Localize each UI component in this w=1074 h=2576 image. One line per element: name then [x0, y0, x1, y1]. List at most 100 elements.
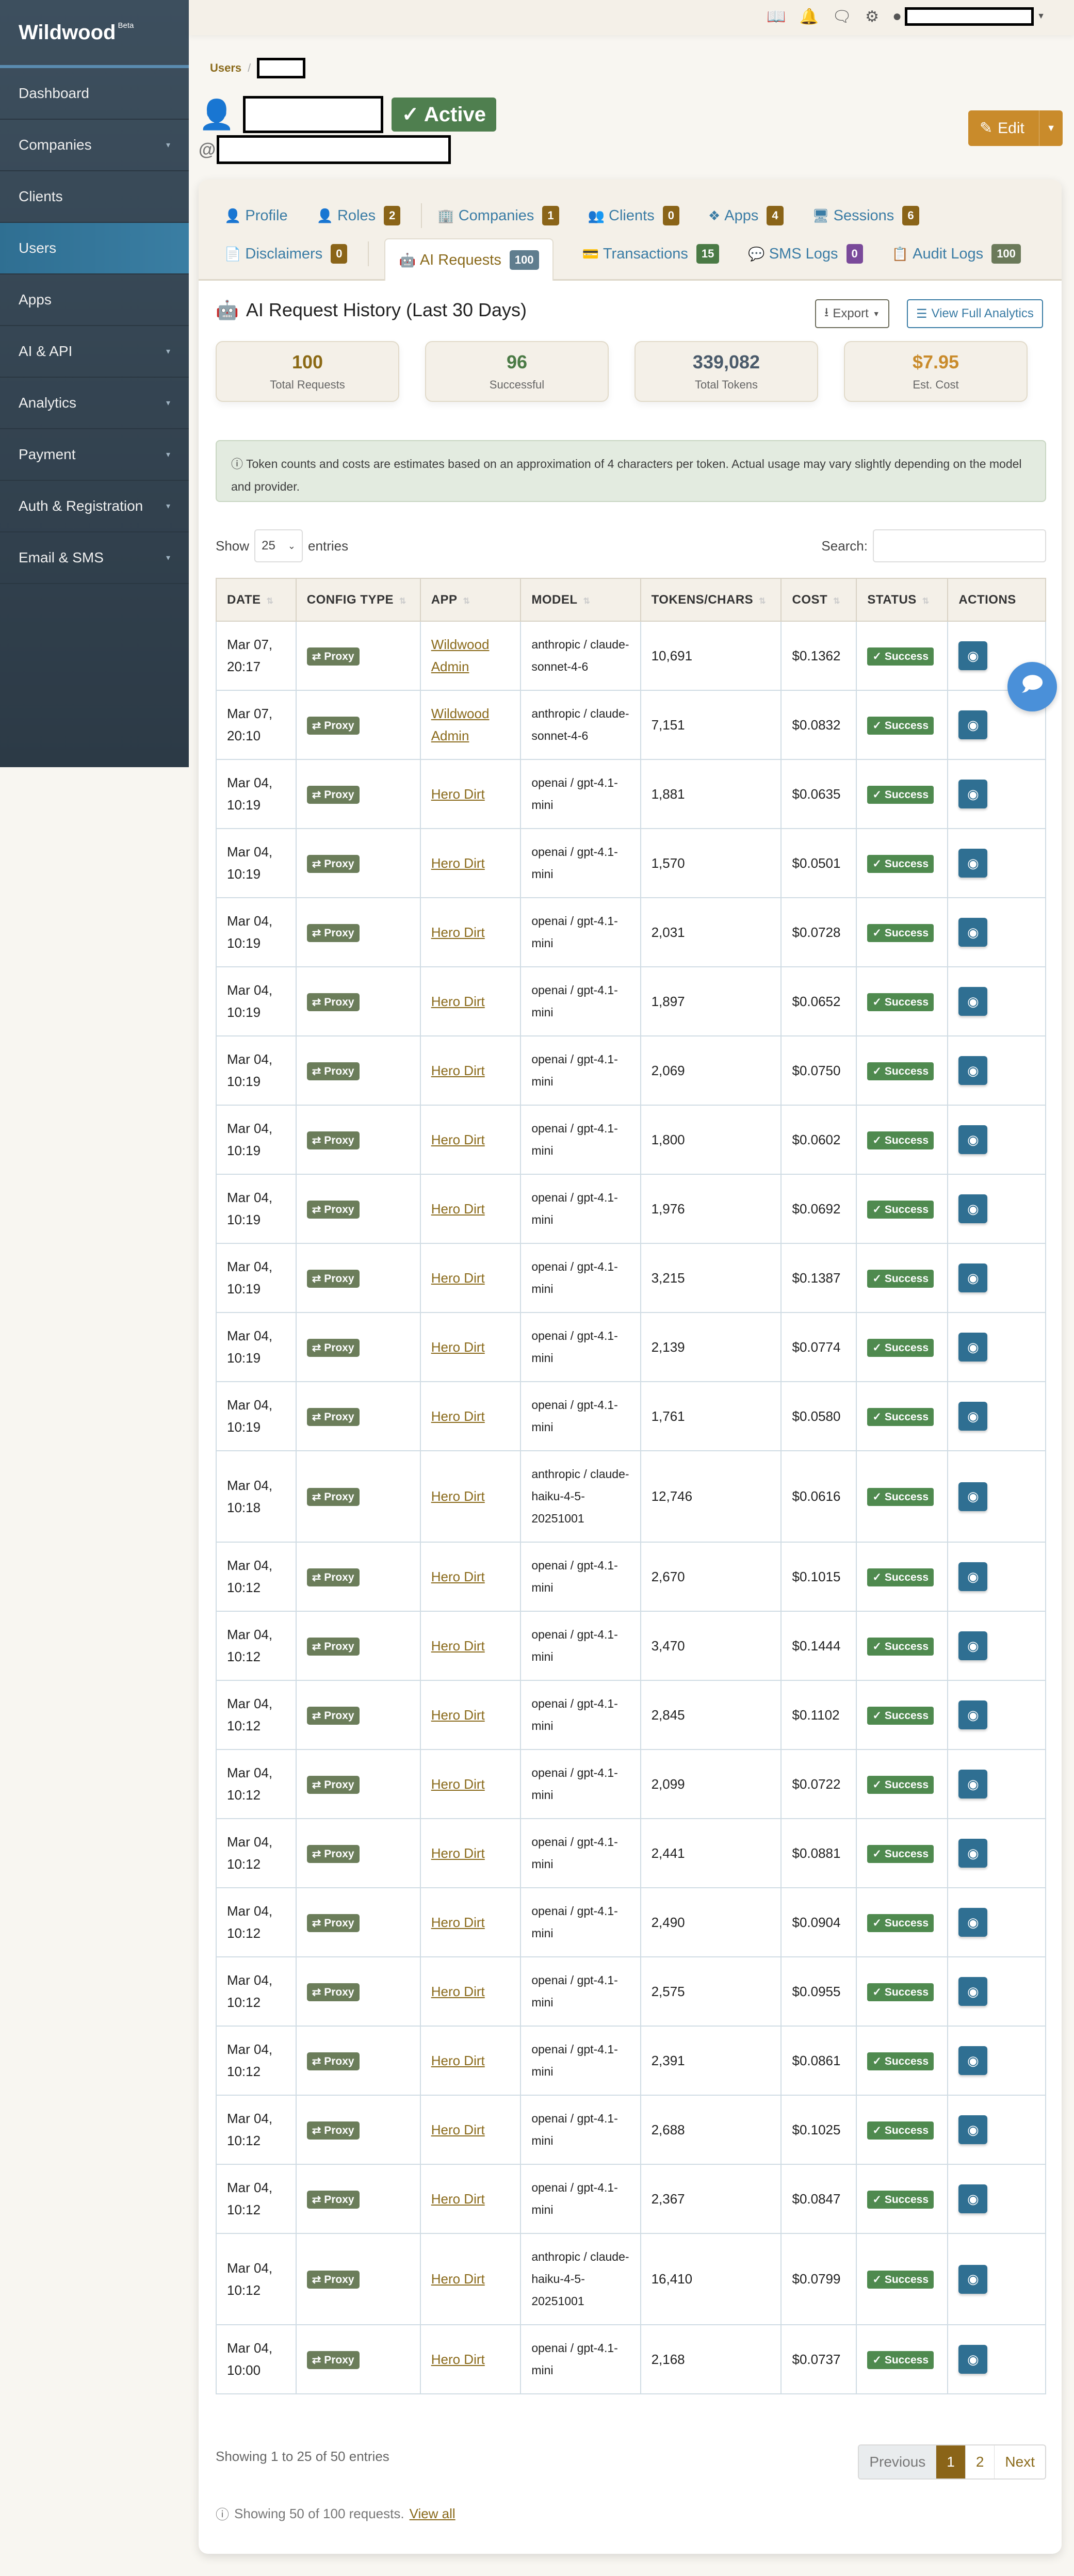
view-details-button[interactable]: ◉: [958, 710, 988, 739]
view-details-button[interactable]: ◉: [958, 1125, 988, 1154]
app-link[interactable]: Hero Dirt: [431, 1131, 485, 1147]
column-header-model[interactable]: MODEL ⇅: [520, 578, 641, 622]
tab-clients[interactable]: 👥 Clients 0: [588, 206, 679, 225]
comment-icon[interactable]: 🗨: [832, 8, 852, 25]
app-link[interactable]: Hero Dirt: [431, 786, 485, 802]
view-details-button[interactable]: ◉: [958, 918, 988, 947]
app-link[interactable]: Hero Dirt: [431, 1339, 485, 1355]
sidebar-item-payment[interactable]: Payment ▾: [0, 429, 189, 481]
view-details-button[interactable]: ◉: [958, 641, 988, 670]
view-details-button[interactable]: ◉: [958, 1839, 988, 1868]
page-2-button[interactable]: 2: [966, 2445, 995, 2478]
app-link[interactable]: Hero Dirt: [431, 1638, 485, 1654]
user-menu[interactable]: ● ▼: [892, 7, 1045, 26]
app-link[interactable]: Hero Dirt: [431, 993, 485, 1009]
view-analytics-button[interactable]: ☰ View Full Analytics: [907, 299, 1043, 328]
tab-sessions[interactable]: 🖥 Sessions 6: [812, 206, 919, 225]
column-header-cost[interactable]: COST ⇅: [780, 578, 857, 622]
view-details-button[interactable]: ◉: [958, 1908, 988, 1937]
gear-icon[interactable]: ⚙: [865, 8, 880, 25]
app-link[interactable]: Hero Dirt: [431, 2271, 485, 2287]
view-all-link[interactable]: View all: [409, 2506, 455, 2521]
app-link[interactable]: Wildwood Admin: [431, 637, 490, 674]
edit-button[interactable]: ✎ Edit ▼: [968, 110, 1063, 146]
app-link[interactable]: Hero Dirt: [431, 1983, 485, 1999]
app-link[interactable]: Hero Dirt: [431, 2052, 485, 2068]
date: Mar 04,: [227, 2111, 273, 2126]
edit-dropdown-toggle[interactable]: ▼: [1039, 110, 1063, 146]
tab-ai-requests[interactable]: 🤖 AI Requests 100: [384, 238, 554, 281]
view-details-button[interactable]: ◉: [958, 2046, 988, 2075]
app-link[interactable]: Hero Dirt: [431, 1707, 485, 1723]
sidebar-item-clients[interactable]: Clients: [0, 171, 189, 223]
view-details-button[interactable]: ◉: [958, 1482, 988, 1511]
sidebar-item-users[interactable]: Users: [0, 223, 189, 274]
view-details-button[interactable]: ◉: [958, 2115, 988, 2144]
status-cell: ✓ Success: [856, 1611, 949, 1681]
tab-apps[interactable]: ❖ Apps 4: [708, 206, 784, 225]
search-input[interactable]: [873, 529, 1046, 562]
view-details-button[interactable]: ◉: [958, 1263, 988, 1292]
view-details-button[interactable]: ◉: [958, 849, 988, 878]
page-1-button[interactable]: 1: [936, 2445, 966, 2478]
view-details-button[interactable]: ◉: [958, 2345, 988, 2374]
column-header-status[interactable]: STATUS ⇅: [856, 578, 949, 622]
view-details-button[interactable]: ◉: [958, 1402, 988, 1431]
page-size-select[interactable]: 25 ⌄: [254, 529, 303, 562]
view-details-button[interactable]: ◉: [958, 1194, 988, 1223]
app-link[interactable]: Hero Dirt: [431, 1776, 485, 1792]
next-page-button[interactable]: Next: [1005, 2454, 1035, 2470]
app-link[interactable]: Hero Dirt: [431, 1568, 485, 1584]
brand-logo[interactable]: Wildwood Beta: [0, 0, 189, 68]
view-details-button[interactable]: ◉: [958, 1631, 988, 1660]
app-link[interactable]: Hero Dirt: [431, 2121, 485, 2137]
app-link[interactable]: Hero Dirt: [431, 1914, 485, 1930]
sidebar-item-dashboard[interactable]: Dashboard: [0, 68, 189, 120]
view-details-button[interactable]: ◉: [958, 1770, 988, 1799]
tab-audit-logs[interactable]: 📋 Audit Logs 100: [892, 244, 1021, 264]
app-link[interactable]: Hero Dirt: [431, 1270, 485, 1286]
tab-transactions[interactable]: 💳 Transactions 15: [582, 244, 720, 264]
view-details-button[interactable]: ◉: [958, 1700, 988, 1729]
app-link[interactable]: Hero Dirt: [431, 1845, 485, 1861]
column-header-config-type[interactable]: CONFIG TYPE ⇅: [295, 578, 421, 622]
chat-button[interactable]: 🗩: [1007, 662, 1057, 711]
app-link[interactable]: Wildwood Admin: [431, 706, 490, 743]
tab-companies[interactable]: 🏢 Companies 1: [437, 206, 559, 225]
app-link[interactable]: Hero Dirt: [431, 924, 485, 940]
app-link[interactable]: Hero Dirt: [431, 1408, 485, 1424]
tab-roles[interactable]: 👤 Roles 2: [317, 206, 401, 225]
sidebar-item-email-sms[interactable]: Email & SMS ▾: [0, 532, 189, 584]
view-details-button[interactable]: ◉: [958, 1977, 988, 2006]
view-details-button[interactable]: ◉: [958, 1562, 988, 1591]
export-button[interactable]: ⭳ Export ▼: [815, 299, 889, 328]
app-link[interactable]: Hero Dirt: [431, 1201, 485, 1217]
tab-disclaimers[interactable]: 📄 Disclaimers 0: [224, 244, 348, 264]
book-icon[interactable]: 📖: [767, 8, 786, 25]
app-link[interactable]: Hero Dirt: [431, 855, 485, 871]
breadcrumb-users-link[interactable]: Users: [210, 61, 242, 74]
sidebar-item-analytics[interactable]: Analytics ▾: [0, 378, 189, 429]
view-details-button[interactable]: ◉: [958, 780, 988, 808]
app-link[interactable]: Hero Dirt: [431, 1488, 485, 1504]
app-link[interactable]: Hero Dirt: [431, 2191, 485, 2207]
view-details-button[interactable]: ◉: [958, 2184, 988, 2213]
column-header-tokens-chars[interactable]: TOKENS/CHARS ⇅: [640, 578, 782, 622]
stat-label: Total Requests: [270, 378, 345, 391]
view-details-button[interactable]: ◉: [958, 2264, 988, 2294]
bell-icon[interactable]: 🔔: [799, 8, 819, 25]
sidebar-item-auth-registration[interactable]: Auth & Registration ▾: [0, 481, 189, 532]
previous-page-button[interactable]: Previous: [859, 2445, 937, 2478]
sidebar-item-companies[interactable]: Companies ▾: [0, 120, 189, 171]
sidebar-item-apps[interactable]: Apps: [0, 274, 189, 326]
tab-profile[interactable]: 👤 Profile: [224, 207, 288, 224]
view-details-button[interactable]: ◉: [958, 987, 988, 1016]
view-details-button[interactable]: ◉: [958, 1333, 988, 1362]
tab-sms-logs[interactable]: 💬 SMS Logs 0: [748, 244, 863, 264]
app-link[interactable]: Hero Dirt: [431, 2351, 485, 2367]
view-details-button[interactable]: ◉: [958, 1056, 988, 1085]
column-header-app[interactable]: APP ⇅: [419, 578, 522, 622]
column-header-date[interactable]: DATE ⇅: [216, 578, 297, 622]
sidebar-item-ai-api[interactable]: AI & API ▾: [0, 326, 189, 378]
app-link[interactable]: Hero Dirt: [431, 1062, 485, 1078]
